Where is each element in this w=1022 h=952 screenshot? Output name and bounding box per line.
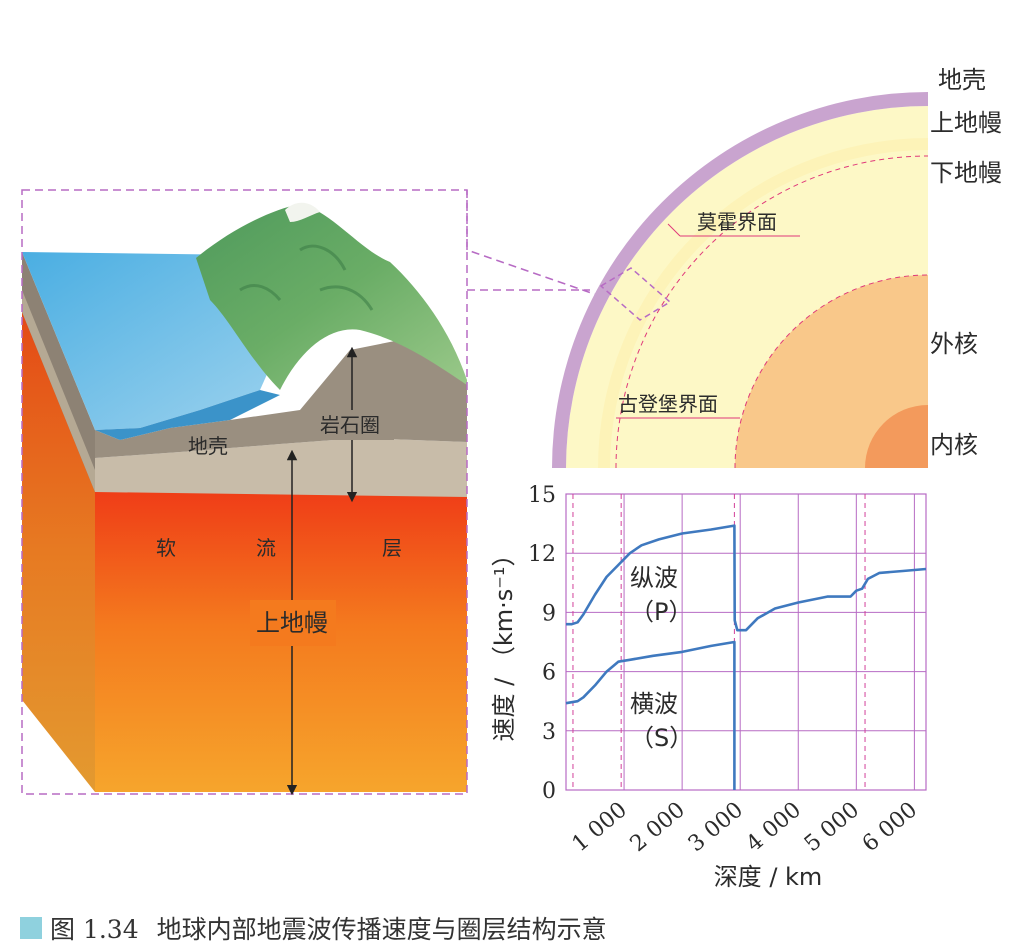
s-wave-line	[565, 640, 736, 790]
crust-band-side-lower	[22, 290, 95, 492]
y-tick-label: 0	[542, 779, 556, 804]
y-tick-label: 6	[542, 661, 556, 686]
quad-label-crust: 地壳	[938, 66, 986, 94]
y-tick-label: 12	[528, 542, 556, 567]
block-label-upper-mantle: 上地幔	[256, 609, 328, 637]
quad-label-moho: 莫霍界面	[697, 210, 777, 234]
zoom-box	[599, 267, 672, 321]
inner-core-area	[865, 405, 928, 468]
quad-label-outer-core: 外核	[930, 330, 978, 358]
x-tick-label: 3 000	[684, 797, 748, 857]
y-tick-label: 15	[528, 483, 556, 508]
p-wave-line	[566, 524, 927, 632]
s-wave-label: 横波	[630, 690, 678, 718]
x-axis-label: 深度 / km	[714, 863, 823, 891]
block-label-asthenosphere-3: 层	[382, 536, 402, 560]
x-tick-label: 2 000	[626, 797, 690, 857]
mountain	[196, 204, 467, 390]
caption-number: 图 1.34	[50, 915, 139, 944]
quad-label-lower-mantle: 下地幔	[930, 159, 1002, 187]
y-axis-label: 速度 / （km·s⁻¹）	[490, 542, 518, 741]
earth-quadrant: 莫霍界面 古登堡界面 地壳 上地幔 下地幔 外核 内核	[552, 66, 1002, 469]
quad-label-gutenberg: 古登堡界面	[618, 392, 718, 416]
outer-core-area	[735, 275, 928, 468]
block-label-lithosphere: 岩石圈	[320, 413, 380, 437]
zoom-connector	[466, 190, 601, 297]
x-tick-label: 5 000	[800, 797, 864, 857]
moho-boundary	[615, 155, 929, 469]
x-tick-label: 6 000	[858, 797, 922, 857]
caption-text: 地球内部地震波传播速度与圈层结构示意	[156, 915, 607, 944]
mountain-snow	[285, 202, 320, 222]
ocean-front	[95, 390, 280, 440]
p-wave-label: 纵波	[630, 564, 678, 592]
block-side-face	[22, 310, 95, 792]
block-label-asthenosphere-1: 软	[156, 536, 176, 560]
quad-label-upper-mantle: 上地幔	[930, 109, 1002, 137]
chart-y-ticks: 0 3 6 9 12 15	[528, 483, 556, 804]
y-tick-label: 3	[542, 720, 556, 745]
block-frame	[21, 189, 468, 795]
chart-grid	[565, 493, 927, 791]
chart-boundary-lines	[572, 494, 866, 790]
x-tick-label: 1 000	[568, 797, 632, 857]
block-label-crust: 地壳	[188, 434, 228, 458]
p-wave-sub: （P）	[630, 598, 692, 626]
earth-block-diagram: 地壳 岩石圈 软 流 层 上地幔	[21, 189, 468, 796]
chart-series	[565, 524, 927, 790]
s-wave-sub: （S）	[630, 724, 693, 752]
quad-label-inner-core: 内核	[930, 431, 978, 459]
crust-band-front	[95, 438, 467, 497]
block-label-asthenosphere-2: 流	[256, 536, 276, 560]
caption-marker	[20, 917, 42, 939]
figure-caption: 图 1.34 地球内部地震波传播速度与圈层结构示意	[20, 910, 607, 946]
x-tick-label: 4 000	[742, 797, 806, 857]
mountain-ridge	[239, 244, 374, 311]
y-tick-label: 9	[542, 601, 556, 626]
plot-frame	[565, 493, 927, 791]
